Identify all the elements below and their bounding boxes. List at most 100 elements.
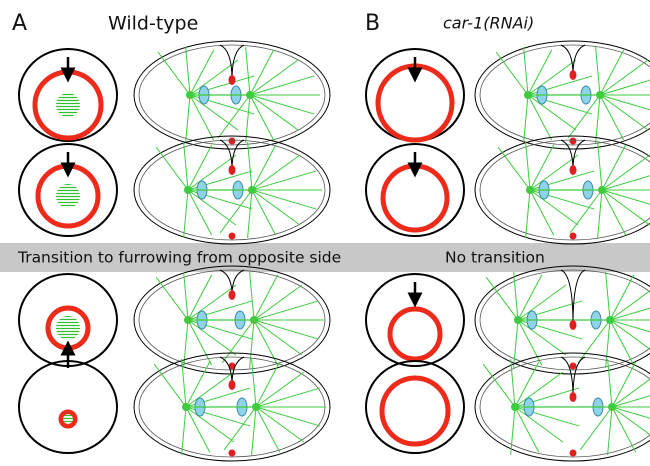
astral-ray <box>511 407 515 455</box>
astral-ray <box>250 60 298 95</box>
furrow-tip <box>570 138 577 145</box>
astral-ray <box>186 407 234 442</box>
astral-ray <box>602 171 650 190</box>
astral-ray <box>612 407 650 426</box>
transition-label: Transition to furrowing from opposite si… <box>17 249 341 267</box>
transition-label: No transition <box>445 249 545 267</box>
astral-ray <box>248 142 252 190</box>
astral-ray <box>186 372 234 407</box>
astral-ray <box>602 145 626 190</box>
astral-ray <box>190 95 238 130</box>
nucleus-ring <box>390 309 440 359</box>
astral-ray <box>256 407 304 442</box>
astral-ray <box>248 190 252 238</box>
furrow-tip <box>570 320 577 330</box>
astral-ray <box>610 285 650 320</box>
astral-ray <box>252 171 316 190</box>
astral-ray <box>514 320 518 368</box>
astral-ray <box>600 95 650 114</box>
astral-ray <box>528 95 576 130</box>
furrow <box>561 270 573 325</box>
astral-ray <box>498 147 530 190</box>
astral-ray <box>602 155 650 190</box>
astral-ray <box>256 362 280 407</box>
furrow-tip <box>229 75 236 85</box>
nucleus-ring <box>378 66 452 140</box>
furrow-tip <box>229 233 236 240</box>
furrow-tip <box>229 165 236 175</box>
astral-ray <box>250 95 314 114</box>
astral-ray <box>610 320 650 339</box>
astral-ray <box>250 272 254 320</box>
panel-title: Wild-type <box>108 13 198 35</box>
astral-ray <box>256 407 280 452</box>
astral-ray <box>610 275 634 320</box>
astral-ray <box>514 272 518 320</box>
astral-ray <box>610 301 650 320</box>
cell-outline <box>19 361 117 453</box>
astral-ray <box>246 47 250 95</box>
astral-ray <box>600 95 624 140</box>
astral-ray <box>515 407 563 442</box>
astral-ray <box>252 190 300 225</box>
spindle-region <box>56 93 80 117</box>
astral-ray <box>256 388 320 407</box>
astral-ray <box>184 272 188 320</box>
astral-ray <box>524 95 528 143</box>
astral-ray <box>515 372 563 407</box>
furrow-tip <box>229 450 236 457</box>
astral-ray <box>600 50 624 95</box>
astral-ray <box>252 145 276 190</box>
spindle-region <box>63 414 73 424</box>
astral-ray <box>610 320 634 365</box>
furrow-tip <box>229 380 236 390</box>
astral-ray <box>156 277 188 320</box>
astral-ray <box>184 142 188 190</box>
astral-ray <box>600 95 648 130</box>
nucleus-ring <box>382 378 448 444</box>
astral-ray <box>188 155 236 190</box>
astral-ray <box>600 76 650 95</box>
astral-ray <box>612 407 636 452</box>
astral-ray <box>250 95 274 140</box>
astral-ray <box>524 47 528 95</box>
furrow <box>220 45 232 80</box>
astral-ray <box>186 95 190 143</box>
astral-ray <box>598 190 602 238</box>
astral-ray <box>250 95 298 130</box>
furrow-tip <box>229 138 236 145</box>
furrow-tip <box>570 450 577 457</box>
astral-ray <box>602 190 650 225</box>
astral-ray <box>518 320 566 355</box>
astral-ray <box>252 155 300 190</box>
astral-ray <box>252 407 256 455</box>
astral-ray <box>600 60 648 95</box>
astral-ray <box>252 359 256 407</box>
panel-label: A <box>12 11 27 36</box>
furrow-tip <box>570 363 577 370</box>
astral-ray <box>188 190 236 225</box>
furrow-tip <box>570 70 577 80</box>
astral-ray <box>486 277 518 320</box>
astral-ray <box>610 320 650 355</box>
furrow <box>573 45 585 75</box>
astral-ray <box>254 320 302 355</box>
spindle-region <box>56 184 80 208</box>
astral-ray <box>254 275 278 320</box>
panel-label: B <box>365 11 380 36</box>
astral-ray <box>612 388 650 407</box>
astral-ray <box>528 60 576 95</box>
astral-ray <box>156 147 188 190</box>
astral-ray <box>158 52 190 95</box>
astral-ray <box>598 142 602 190</box>
furrow-tip <box>229 290 236 300</box>
astral-ray <box>188 320 236 355</box>
furrow-tip <box>570 392 577 402</box>
nucleus-ring <box>383 166 447 230</box>
astral-ray <box>252 190 276 235</box>
furrow <box>561 45 573 75</box>
astral-ray <box>154 364 186 407</box>
astral-ray <box>602 190 650 209</box>
figure: A Wild-type B car-1(RNAi) Transition to … <box>0 0 650 466</box>
astral-ray <box>608 407 612 455</box>
